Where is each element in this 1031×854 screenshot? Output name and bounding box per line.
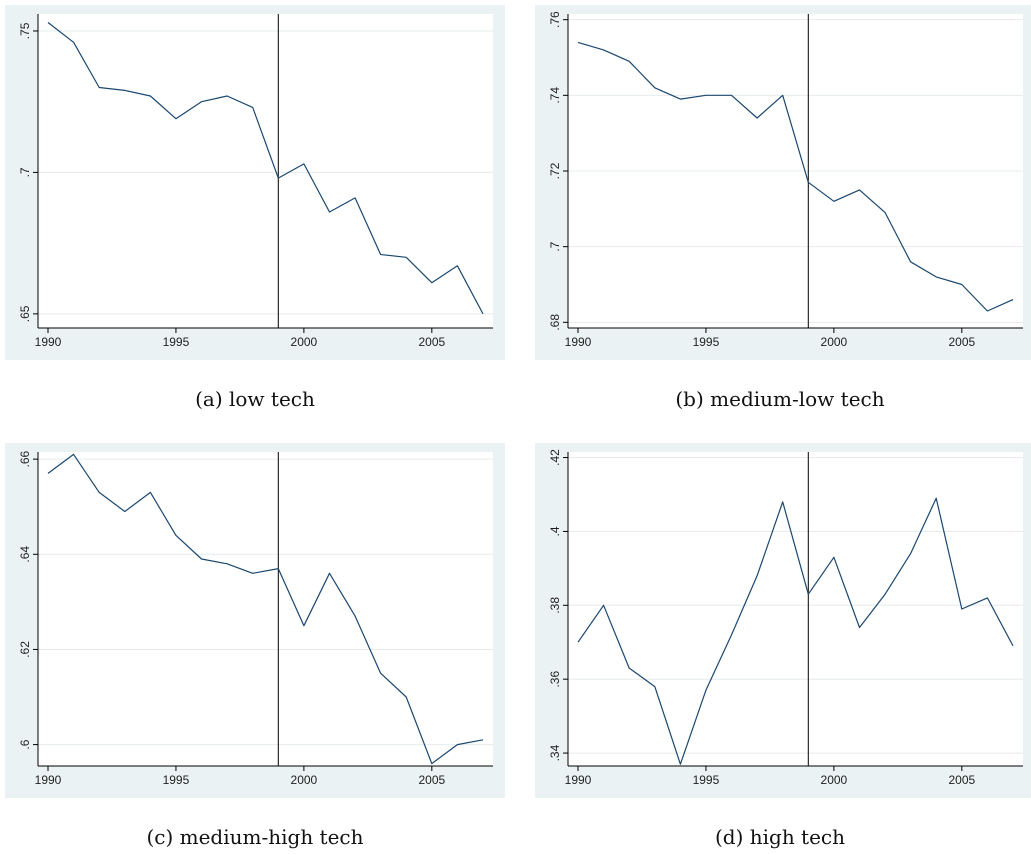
chart-svg-b: .68 .7 .72 .74 .76 1990 1995 2000 2005: [548, 11, 1023, 349]
y-tick-label: .64: [18, 546, 32, 563]
y-tick-label: .7: [18, 167, 32, 177]
plot-area: [38, 452, 493, 766]
caption-a: (a) low tech: [195, 387, 315, 411]
x-tick-label: 1990: [565, 335, 592, 349]
x-tick-label: 2000: [291, 335, 318, 349]
x-tick-label: 1995: [693, 773, 720, 787]
x-tick-label: 2005: [418, 773, 445, 787]
y-tick-label: .7: [548, 241, 562, 251]
chart-panel-d: .34 .36 .38 .4 .42 1990 1995 2000 2005: [535, 443, 1031, 798]
x-tick-label: 2005: [948, 773, 975, 787]
chart-panel-c: .6 .62 .64 .66 1990 1995 2000 2005: [5, 443, 505, 798]
x-tick-label: 2000: [291, 773, 318, 787]
x-tick-label: 2000: [821, 773, 848, 787]
x-tick-label: 1990: [35, 335, 62, 349]
caption-c: (c) medium-high tech: [146, 825, 364, 849]
x-tick-label: 2000: [821, 335, 848, 349]
x-tick-label: 1995: [163, 773, 190, 787]
y-tick-label: .66: [18, 450, 32, 467]
x-tick-label: 1990: [565, 773, 592, 787]
y-tick-label: .36: [548, 671, 562, 688]
x-tick-label: 1995: [163, 335, 190, 349]
y-tick-label: .75: [18, 22, 32, 39]
series-line: [47, 22, 484, 315]
chart-svg-a: .65 .7 .75 1990 1995 2000 2005: [18, 14, 493, 349]
plot-area: [38, 14, 493, 328]
y-tick-label: .72: [548, 162, 562, 179]
series-line: [577, 497, 1014, 765]
caption-d: (d) high tech: [714, 825, 846, 849]
y-tick-label: .4: [548, 526, 562, 536]
y-tick-label: .76: [548, 11, 562, 28]
y-tick-label: .62: [18, 641, 32, 658]
chart-svg-c: .6 .62 .64 .66 1990 1995 2000 2005: [18, 450, 493, 787]
y-tick-label: .6: [18, 739, 32, 749]
y-tick-label: .34: [548, 744, 562, 761]
y-tick-label: .38: [548, 597, 562, 614]
caption-b: (b) medium-low tech: [675, 387, 885, 411]
x-tick-label: 2005: [948, 335, 975, 349]
x-tick-label: 2005: [418, 335, 445, 349]
x-tick-label: 1995: [693, 335, 720, 349]
y-tick-label: .42: [548, 449, 562, 466]
y-tick-label: .65: [18, 305, 32, 322]
plot-area: [568, 452, 1023, 766]
chart-panel-b: .68 .7 .72 .74 .76 1990 1995 2000 2005: [535, 5, 1031, 360]
series-line: [47, 453, 484, 765]
series-line: [577, 41, 1014, 312]
y-tick-label: .74: [548, 87, 562, 104]
chart-panel-a: .65 .7 .75 1990 1995 2000 2005: [5, 5, 505, 360]
chart-svg-d: .34 .36 .38 .4 .42 1990 1995 2000 2005: [548, 449, 1023, 787]
y-tick-label: .68: [548, 314, 562, 331]
x-tick-label: 1990: [35, 773, 62, 787]
